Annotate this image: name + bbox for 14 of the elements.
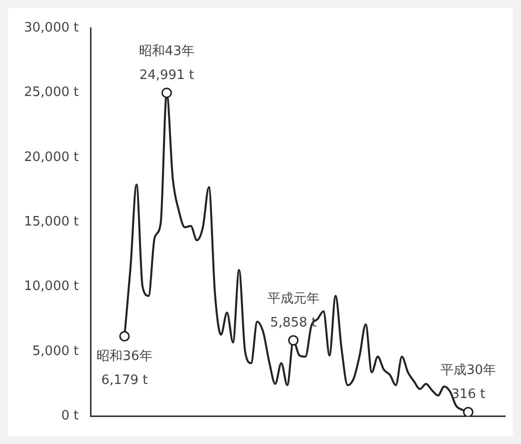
y-tick-label: 0 t	[61, 408, 79, 424]
y-tick-label: 30,000 t	[24, 20, 79, 36]
y-tick-label: 5,000 t	[32, 344, 79, 359]
point	[161, 88, 172, 98]
data-label: 平成30年 316 t	[440, 363, 496, 402]
y-tick-label: 20,000 t	[24, 150, 79, 165]
y-tick-label: 10,000 t	[24, 279, 79, 294]
data-label: 昭和36年 6,179 t	[96, 349, 152, 388]
y-tick-label: 15,000 t	[24, 214, 79, 230]
point	[462, 406, 474, 416]
point	[288, 335, 299, 346]
point	[119, 330, 130, 342]
data-label: 昭和43年 24,991 t	[138, 44, 194, 83]
y-tick-label: 25,000 t	[24, 85, 79, 100]
